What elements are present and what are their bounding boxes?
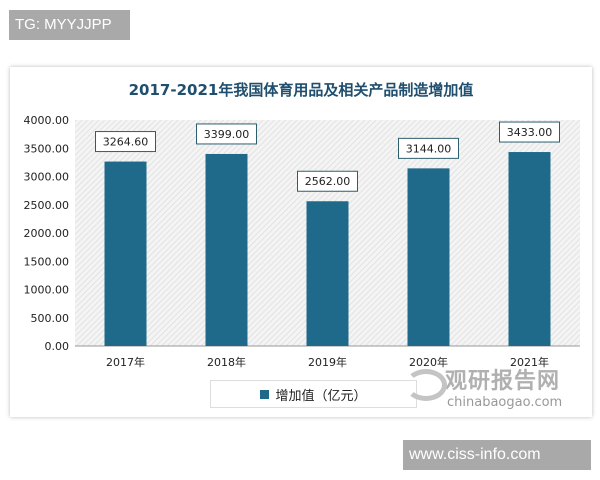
y-tick-label: 500.00	[31, 312, 70, 325]
data-label: 3144.00	[406, 142, 452, 155]
data-label-box	[196, 123, 257, 145]
y-tick-label: 4000.00	[24, 114, 70, 127]
watermark-bottom: www.ciss-info.com	[403, 440, 591, 470]
y-tick-label: 2500.00	[24, 199, 70, 212]
data-label-box	[95, 131, 156, 153]
data-label-box	[398, 137, 459, 159]
x-tick-label: 2019年	[308, 355, 347, 369]
data-label-box	[499, 121, 560, 143]
bar	[306, 201, 349, 346]
bar-chart: 0.00 500.00 1000.00 1500.00 2000.00 2500.00 30…	[24, 114, 580, 369]
bar	[407, 168, 450, 346]
y-tick-label: 1000.00	[24, 284, 70, 297]
data-label: 3399.00	[204, 128, 250, 141]
watermark-top: TG: MYYJJPP	[9, 10, 130, 40]
y-tick-label: 3500.00	[24, 142, 70, 155]
y-tick-label: 3000.00	[24, 171, 70, 184]
bar	[104, 161, 147, 346]
x-tick-label: 2021年	[510, 355, 549, 369]
x-tick-label: 2020年	[409, 355, 448, 369]
bar	[508, 152, 551, 346]
x-tick-label: 2017年	[106, 355, 145, 369]
chart-panel: 2017-2021年我国体育用品及相关产品制造增加值 0.00 500.00 100…	[10, 67, 592, 417]
legend: 增加值（亿元）	[210, 380, 417, 408]
logo-cn: 观研报告网	[445, 369, 561, 394]
y-tick-label: 1500.00	[24, 255, 70, 268]
chart-title: 2017-2021年我国体育用品及相关产品制造增加值	[128, 81, 474, 99]
legend-label: 增加值（亿元）	[275, 388, 367, 404]
x-tick-label: 2018年	[207, 355, 246, 369]
data-label: 3264.60	[103, 136, 149, 149]
data-label-box	[297, 170, 358, 192]
watermark-logo: 观研报告网 chinabaogao.com	[405, 363, 562, 410]
y-tick-label: 2000.00	[24, 227, 70, 240]
logo-en: chinabaogao.com	[447, 395, 563, 410]
logo-icon	[405, 369, 447, 401]
data-label: 2562.00	[305, 175, 351, 188]
bar	[205, 153, 248, 346]
data-label: 3433.00	[507, 126, 553, 139]
legend-swatch	[260, 389, 270, 399]
y-tick-label: 0.00	[45, 340, 70, 353]
